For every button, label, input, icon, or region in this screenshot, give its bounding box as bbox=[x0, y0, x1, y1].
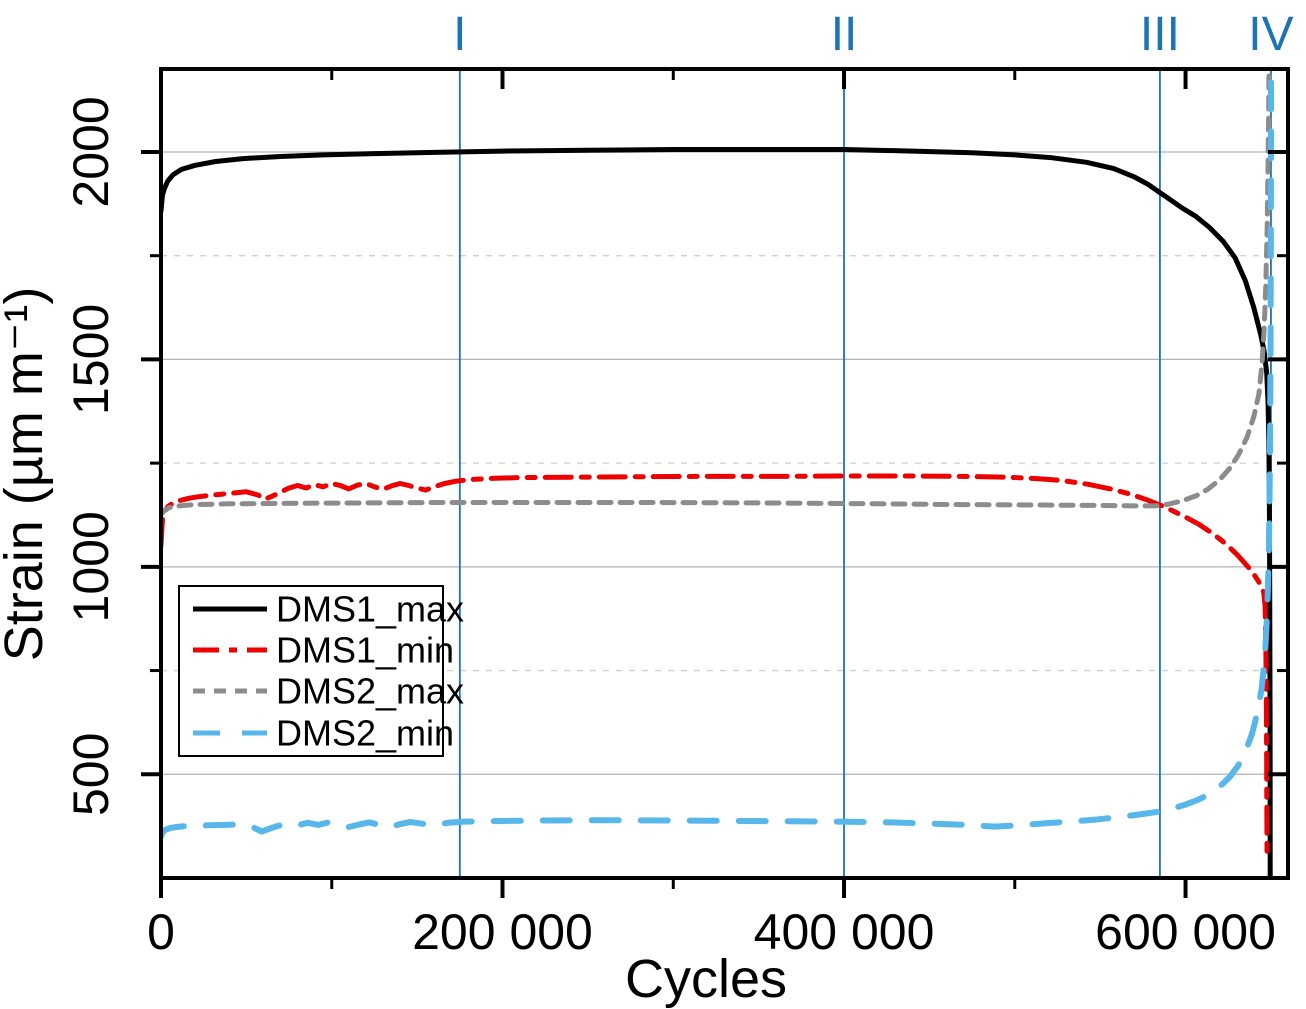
stage-label-I: I bbox=[453, 8, 466, 61]
legend-label-dms2-min: DMS2_min bbox=[276, 713, 454, 754]
legend: DMS1_max DMS1_min DMS2_max DMS2_min bbox=[178, 585, 464, 757]
series-DMS1_max bbox=[161, 147, 1273, 878]
legend-label-dms2-max: DMS2_max bbox=[276, 671, 464, 712]
y-tick-label: 2000 bbox=[63, 96, 119, 207]
legend-label-dms1-max: DMS1_max bbox=[276, 589, 464, 630]
data-curves bbox=[161, 69, 1275, 878]
x-tick-label: 400 000 bbox=[754, 904, 935, 960]
stage-label-III: III bbox=[1140, 8, 1180, 61]
y-tick-label: 1000 bbox=[63, 511, 119, 622]
stage-boundary-lines bbox=[458, 69, 1272, 878]
x-tick-label: 200 000 bbox=[412, 904, 593, 960]
x-tick-label: 600 000 bbox=[1095, 904, 1276, 960]
series-DMS2_max bbox=[161, 69, 1272, 518]
stage-label-IV: IV bbox=[1248, 8, 1293, 61]
series-DMS2_min bbox=[161, 69, 1275, 840]
stage-label-II: II bbox=[831, 8, 858, 61]
x-axis-title: Cycles bbox=[625, 949, 787, 1009]
stage-labels: I II III IV bbox=[453, 8, 1293, 61]
y-tick-label: 1500 bbox=[63, 304, 119, 415]
axis-ticks bbox=[141, 69, 1288, 898]
y-axis-title: Strain (µm m⁻¹) bbox=[0, 287, 54, 662]
plot-border bbox=[159, 67, 1290, 880]
y-tick-label: 500 bbox=[63, 733, 119, 816]
series-DMS1_min bbox=[161, 473, 1270, 864]
legend-box bbox=[178, 585, 444, 757]
legend-label-dms1-min: DMS1_min bbox=[276, 630, 454, 671]
axis-tick-labels: 0 200 000 400 000 600 000 500 1000 1500 2000 bbox=[63, 96, 1276, 960]
x-tick-label: 0 bbox=[147, 904, 175, 960]
